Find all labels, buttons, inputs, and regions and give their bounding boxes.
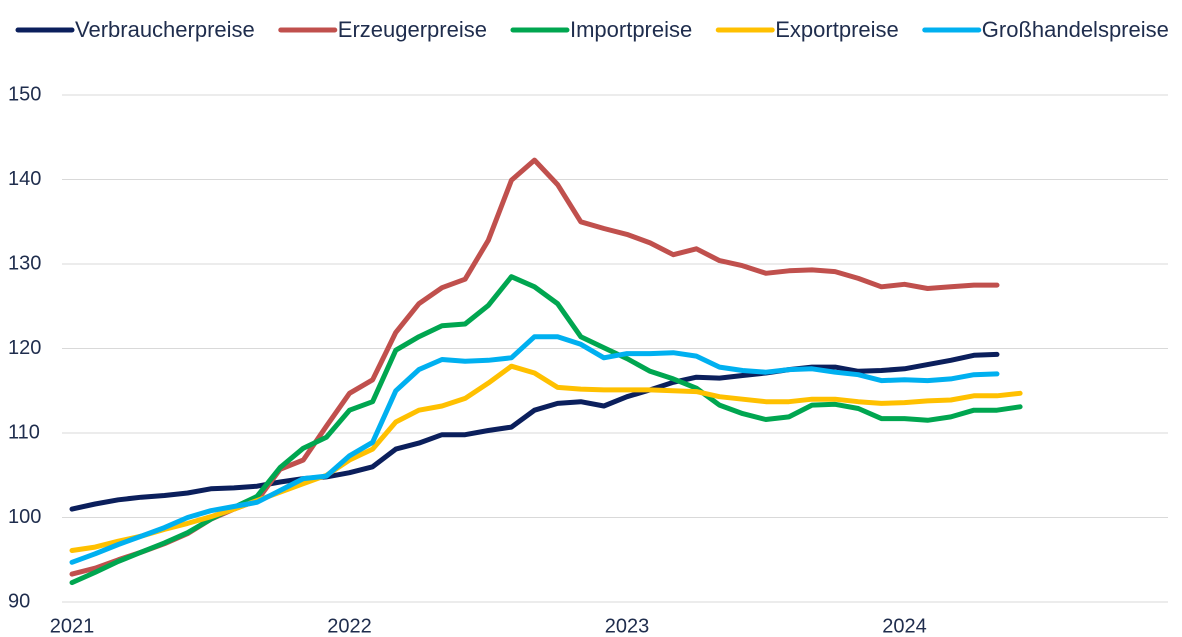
y-tick-label: 100	[8, 506, 41, 528]
x-tick-label: 2024	[882, 615, 927, 637]
legend-label: Erzeugerpreise	[338, 17, 487, 42]
x-tick-label: 2021	[50, 615, 95, 637]
series-line	[69, 363, 1023, 553]
series-line	[69, 351, 1000, 512]
y-tick-label: 150	[8, 83, 41, 105]
y-tick-label: 120	[8, 337, 41, 359]
y-tick-label: 90	[8, 590, 30, 612]
y-tick-label: 140	[8, 168, 41, 190]
y-tick-label: 110	[8, 421, 40, 443]
series-line	[69, 334, 1000, 565]
y-tick-label: 130	[8, 252, 41, 274]
legend-label: Großhandelspreise	[982, 17, 1169, 42]
legend-label: Exportpreise	[775, 17, 899, 42]
x-tick-label: 2022	[327, 615, 372, 637]
legend-label: Importpreise	[570, 17, 692, 42]
x-tick-label: 2023	[605, 615, 650, 637]
legend-label: Verbraucherpreise	[75, 17, 255, 42]
series-line	[69, 274, 1023, 586]
